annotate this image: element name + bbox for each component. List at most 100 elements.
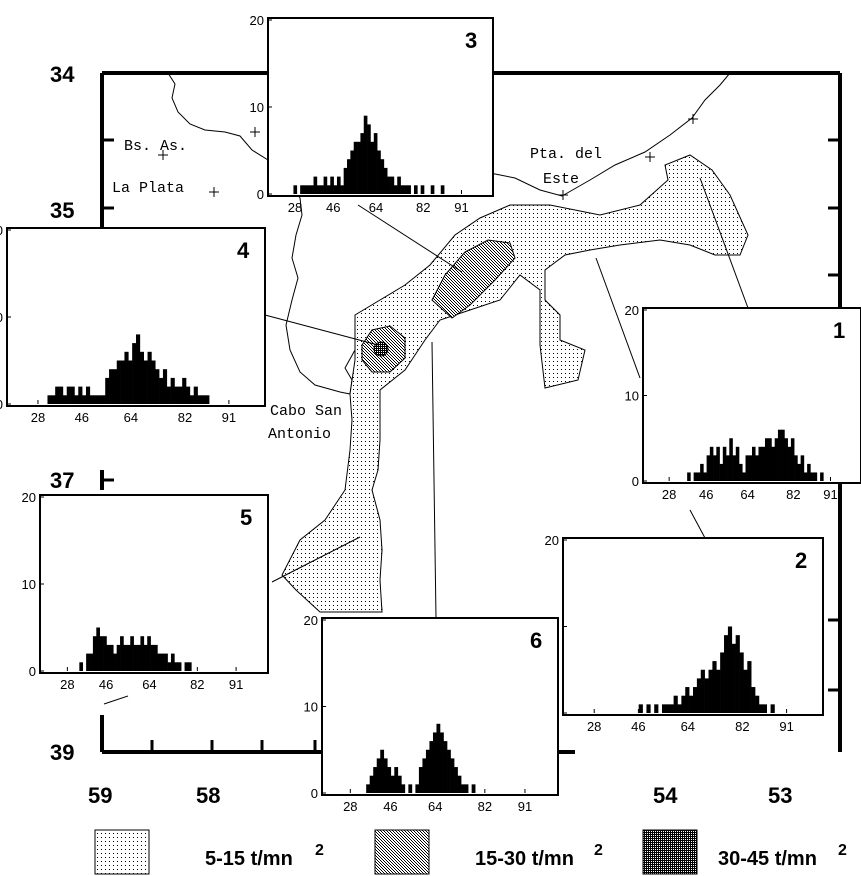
histogram-1-bar-29 [739, 463, 743, 481]
histogram-6-xtick-28: 28 [343, 799, 357, 814]
histogram-4-bar-30 [124, 351, 129, 404]
histogram-6: 6 0 10 20 28 46 64 82 91 [304, 613, 559, 814]
histogram-title-2: 2 [795, 548, 807, 573]
histogram-3-bar-11 [306, 185, 311, 194]
histogram-1-bar-26 [729, 438, 733, 481]
histogram-6-bar-35 [447, 749, 451, 793]
histogram-4-bar-27 [112, 369, 118, 404]
histogram-4-bar-21 [89, 395, 94, 404]
histogram-4-bar-17 [74, 395, 79, 404]
histogram-3-bar-9 [300, 185, 304, 194]
histogram-3-bar-15 [320, 185, 324, 194]
histogram-2-bar-21 [646, 704, 651, 713]
histogram-title-5: 5 [240, 505, 252, 530]
histogram-3-bar-26 [357, 141, 361, 194]
histogram-2-bar-44 [735, 635, 740, 713]
histogram-4-ytick-20: 20 [0, 223, 3, 238]
histogram-4-bar-49 [197, 395, 202, 404]
histogram-5-bar-19 [106, 644, 111, 671]
histogram-5-bar-43 [187, 662, 192, 671]
histogram-4-xtick-28: 28 [31, 410, 45, 425]
place-label-laplata: La Plata [112, 180, 184, 197]
histogram-4-bar-13 [59, 386, 64, 404]
legend-sup-5-15: 2 [315, 842, 324, 859]
histogram-2-xtick-28: 28 [587, 719, 601, 734]
histogram-4-bar-46 [186, 386, 191, 404]
histogram-6-bar-29 [425, 749, 430, 793]
histogram-3-bar-12 [310, 185, 314, 194]
histogram-3-xtick-82: 82 [416, 200, 430, 215]
histogram-4-bar-50 [201, 395, 206, 404]
histogram-2-bar-39 [716, 669, 721, 713]
histogram-4-bar-36 [147, 351, 152, 404]
histogram-2-bar-19 [638, 704, 643, 713]
legend-sup-30-45: 2 [838, 842, 847, 859]
histogram-6-bar-31 [432, 732, 437, 793]
legend-swatch-30-45 [642, 829, 698, 875]
histogram-1-bar-13 [687, 472, 691, 481]
histogram-1-xtick-46: 46 [699, 487, 713, 502]
histogram-1-bar-24 [722, 446, 727, 481]
histogram-6-bar-20 [394, 767, 399, 793]
histogram-3-bar-22 [343, 167, 348, 194]
histogram-5-bar-14 [89, 653, 94, 671]
histogram-1-bar-36 [761, 446, 766, 481]
histogram-5-bar-35 [160, 653, 165, 671]
histogram-4-bar-48 [193, 386, 198, 404]
histogram-2: 2010202846648291 [545, 533, 824, 734]
histogram-3-bar-34 [383, 167, 388, 194]
histogram-1-bar-20 [709, 446, 714, 481]
histogram-3-bar-39 [400, 185, 405, 194]
histogram-4-xtick-82: 82 [178, 410, 192, 425]
histogram-3-bar-40 [403, 185, 408, 194]
histogram-6-bar-15 [376, 758, 381, 793]
histogram-2-bar-49 [755, 695, 760, 713]
histogram-6-xtick-46: 46 [383, 799, 397, 814]
histogram-4-bar-18 [78, 386, 83, 404]
histogram-6-ytick-20: 20 [304, 613, 318, 628]
histogram-5-bar-17 [99, 636, 104, 671]
histogram-4-bar-33 [136, 334, 141, 404]
histogram-4-bar-39 [159, 377, 164, 404]
histogram-4-bar-51 [205, 395, 210, 404]
histogram-3-bar-17 [326, 185, 331, 194]
histogram-4-xtick-91: 91 [222, 410, 236, 425]
histogram-6-bar-12 [366, 784, 370, 793]
histogram-5-bar-28 [137, 644, 141, 671]
lon-label-54: 54 [653, 783, 678, 808]
lat-labels: 34 35 37 39 [50, 62, 75, 765]
lon-label-59: 59 [88, 783, 112, 808]
histogram-3-bar-38 [397, 176, 401, 194]
histogram-4-bar-15 [66, 386, 71, 404]
histogram-insets: 1010202846648291201020284664829130102028… [0, 13, 861, 814]
histogram-5-bar-20 [109, 644, 114, 671]
histogram-1-bar-47 [797, 463, 801, 481]
lon-labels: 59 58 54 53 [88, 783, 792, 808]
histogram-5-bar-37 [167, 662, 172, 671]
histogram-2-bar-37 [708, 669, 713, 713]
histogram-3-bar-51 [440, 185, 445, 194]
histogram-1-bar-28 [735, 446, 740, 481]
histogram-3-ytick-0: 0 [257, 187, 264, 202]
histogram-1-xtick-28: 28 [662, 487, 676, 502]
histogram-3-bar-14 [316, 185, 321, 194]
histogram-2-bar-25 [661, 704, 667, 713]
histogram-3-bar-20 [336, 176, 341, 194]
histogram-4-ytick-10: 10 [0, 310, 3, 325]
histogram-4-bar-22 [93, 395, 98, 404]
histogram-2-bar-34 [696, 678, 702, 713]
histogram-6-bar-42 [471, 784, 476, 793]
histogram-1-bar-52 [813, 472, 818, 481]
histogram-frame-2 [562, 537, 824, 716]
histogram-1-xtick-82: 82 [786, 487, 800, 502]
histogram-1-ytick-20: 20 [625, 303, 639, 318]
legend-swatch-15-30 [374, 829, 430, 875]
histogram-2-bar-48 [751, 687, 756, 713]
histogram-6-bar-39 [461, 784, 465, 793]
histogram-1-bar-44 [787, 446, 792, 481]
legend-label-30-45: 30-45 t/mn [718, 848, 817, 870]
histogram-1-bar-18 [703, 472, 707, 481]
histogram-5-bar-34 [157, 653, 162, 671]
legend: 5-15 t/mn 2 15-30 t/mn 2 30-45 t/mn 2 [94, 829, 847, 875]
